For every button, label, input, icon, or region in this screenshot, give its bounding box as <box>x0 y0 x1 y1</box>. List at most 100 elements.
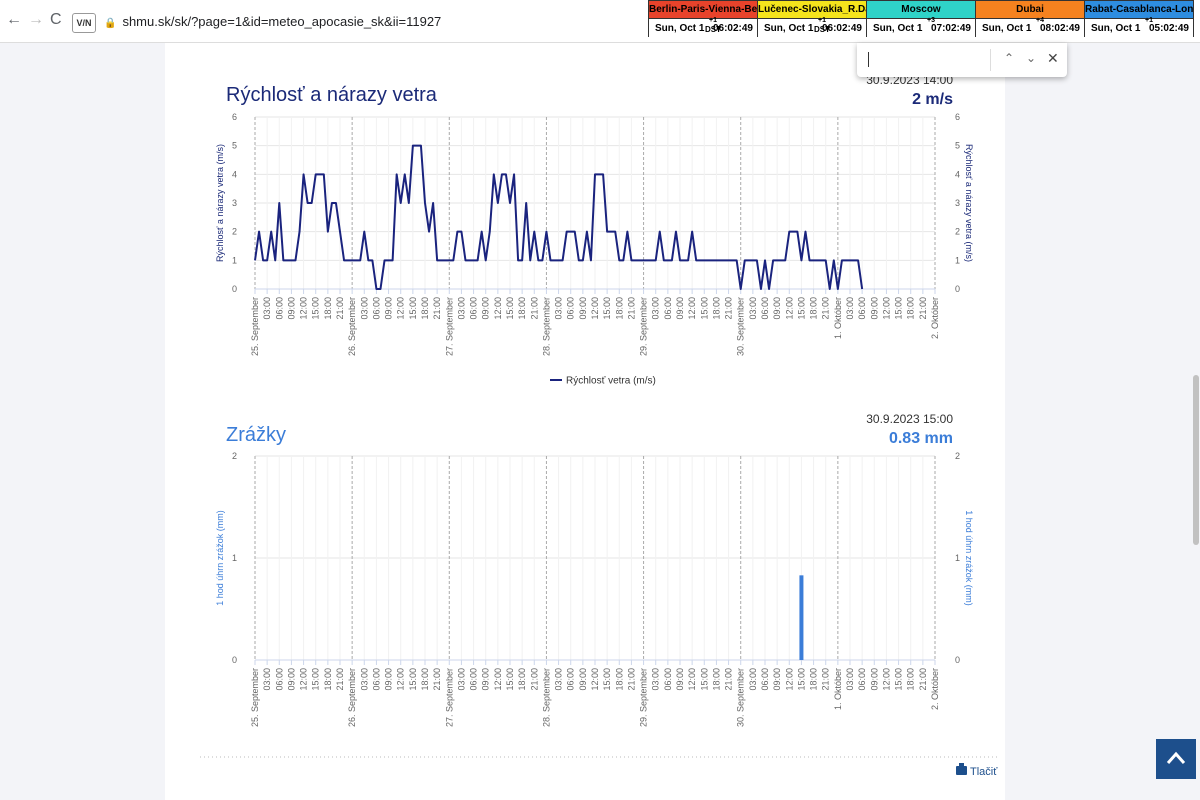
x-tick-label: 18:00 <box>517 297 527 320</box>
x-tick-label: 03:00 <box>845 668 855 691</box>
x-tick-label: 06:00 <box>274 668 284 691</box>
clock-row: Sun, Oct 1 +3 07:02:49 <box>867 17 975 38</box>
clock-time: 06:02:49 <box>821 23 862 34</box>
x-tick-label: 28. September <box>541 297 551 356</box>
y2-tick-label: 6 <box>955 112 960 122</box>
scroll-top-button[interactable] <box>1156 739 1196 779</box>
y2-tick-label: 5 <box>955 141 960 151</box>
x-tick-label: 06:00 <box>760 668 770 691</box>
reload-button[interactable]: C <box>50 11 62 28</box>
y-axis-title: Rýchlosť a nárazy vetra (m/s) <box>215 144 225 262</box>
y-tick-label: 5 <box>232 141 237 151</box>
x-tick-label: 12:00 <box>784 297 794 320</box>
current-reading: 0.83 mm <box>889 430 953 447</box>
x-tick-label: 09:00 <box>869 668 879 691</box>
x-tick-label: 18:00 <box>614 668 624 691</box>
x-tick-label: 03:00 <box>748 297 758 320</box>
x-tick-label: 21:00 <box>335 668 345 691</box>
x-tick-label: 12:00 <box>784 668 794 691</box>
address-bar[interactable]: V/N 🔒 shmu.sk/sk/?page=1&id=meteo_apocasie… <box>72 8 632 36</box>
x-tick-label: 09:00 <box>675 297 685 320</box>
clock: Rabat-Casablanca-London Sun, Oct 1 +105:02… <box>1085 0 1194 38</box>
site-icon: V/N <box>72 12 96 33</box>
forward-button[interactable]: → <box>28 11 44 28</box>
find-divider <box>990 49 991 71</box>
x-tick-label: 2. Október <box>930 297 940 339</box>
clock-time: 07:02:49 <box>930 23 971 34</box>
x-tick-label: 09:00 <box>384 297 394 320</box>
y2-axis-title: 1 hod úhrn zrážok (mm) <box>964 510 974 606</box>
x-tick-label: 15:00 <box>408 668 418 691</box>
clock-name: Rabat-Casablanca-London <box>1085 1 1193 19</box>
print-label[interactable]: Tlačiť <box>970 766 998 778</box>
x-tick-label: 09:00 <box>286 297 296 320</box>
x-tick-label: 15:00 <box>311 297 321 320</box>
x-tick-label: 15:00 <box>602 668 612 691</box>
x-tick-label: 09:00 <box>286 668 296 691</box>
clock-row: Sun, Oct 1 +4 08:02:49 <box>976 17 1084 38</box>
x-tick-label: 18:00 <box>517 668 527 691</box>
x-tick-label: 12:00 <box>299 668 309 691</box>
url[interactable]: shmu.sk/sk/?page=1&id=meteo_apocasie_sk&… <box>122 14 442 29</box>
x-tick-label: 18:00 <box>711 297 721 320</box>
x-tick-label: 18:00 <box>420 297 430 320</box>
clock-date: Sun, Oct 1 <box>655 23 705 34</box>
x-tick-label: 03:00 <box>359 297 369 320</box>
y-tick-label: 0 <box>232 284 237 294</box>
browser-toolbar: ← → C V/N 🔒 shmu.sk/sk/?page=1&id=meteo_ap… <box>0 0 1200 43</box>
print-link[interactable]: Tlačiť <box>956 763 998 778</box>
x-tick-label: 15:00 <box>505 297 515 320</box>
clock: Moscow Sun, Oct 1 +3 07:02:49 <box>867 0 976 38</box>
lock-icon: 🔒 <box>104 18 117 29</box>
x-tick-label: 29. September <box>639 668 649 727</box>
y-tick-label: 6 <box>232 112 237 122</box>
x-tick-label: 09:00 <box>578 297 588 320</box>
scrollbar[interactable] <box>1193 375 1199 545</box>
x-tick-label: 15:00 <box>699 668 709 691</box>
x-tick-label: 09:00 <box>675 668 685 691</box>
x-tick-label: 18:00 <box>323 297 333 320</box>
x-tick-label: 06:00 <box>857 668 867 691</box>
x-tick-label: 12:00 <box>590 297 600 320</box>
x-tick-label: 18:00 <box>906 297 916 320</box>
clock-date: Sun, Oct 1 <box>982 23 1032 34</box>
x-tick-label: 06:00 <box>760 297 770 320</box>
x-tick-label: 12:00 <box>493 297 503 320</box>
x-tick-label: 30. September <box>736 297 746 356</box>
x-tick-label: 26. September <box>347 668 357 727</box>
find-bar: ⌃ ⌄ ✕ <box>857 43 1067 77</box>
back-button[interactable]: ← <box>6 11 22 28</box>
x-tick-label: 26. September <box>347 297 357 356</box>
x-tick-label: 15:00 <box>894 297 904 320</box>
x-tick-label: 03:00 <box>262 668 272 691</box>
x-tick-label: 06:00 <box>469 297 479 320</box>
x-tick-label: 21:00 <box>626 668 636 691</box>
y2-tick-label: 2 <box>955 451 960 461</box>
clock-offset: +1 <box>818 17 826 24</box>
x-tick-label: 06:00 <box>371 297 381 320</box>
x-tick-label: 03:00 <box>456 297 466 320</box>
clock-offset: +4 <box>1036 17 1044 24</box>
x-tick-label: 12:00 <box>396 668 406 691</box>
x-tick-label: 12:00 <box>299 297 309 320</box>
find-close[interactable]: ✕ <box>1047 50 1059 66</box>
x-tick-label: 12:00 <box>687 668 697 691</box>
x-tick-label: 25. September <box>250 668 260 727</box>
x-tick-label: 09:00 <box>578 668 588 691</box>
x-tick-label: 27. September <box>444 668 454 727</box>
y2-tick-label: 0 <box>955 655 960 665</box>
x-tick-label: 09:00 <box>481 668 491 691</box>
x-tick-label: 21:00 <box>432 297 442 320</box>
find-prev[interactable]: ⌃ <box>1004 51 1015 65</box>
clock-name: Berlin-Paris-Vienna-Belgrade <box>649 1 757 19</box>
chart-title: Zrážky <box>226 424 286 446</box>
x-tick-label: 21:00 <box>724 297 734 320</box>
x-tick-label: 18:00 <box>614 297 624 320</box>
precip-bar <box>799 575 804 660</box>
clock-dst: DST <box>705 25 721 34</box>
x-tick-label: 06:00 <box>566 668 576 691</box>
x-tick-label: 03:00 <box>651 297 661 320</box>
find-next[interactable]: ⌄ <box>1026 51 1037 65</box>
x-tick-label: 29. September <box>639 297 649 356</box>
